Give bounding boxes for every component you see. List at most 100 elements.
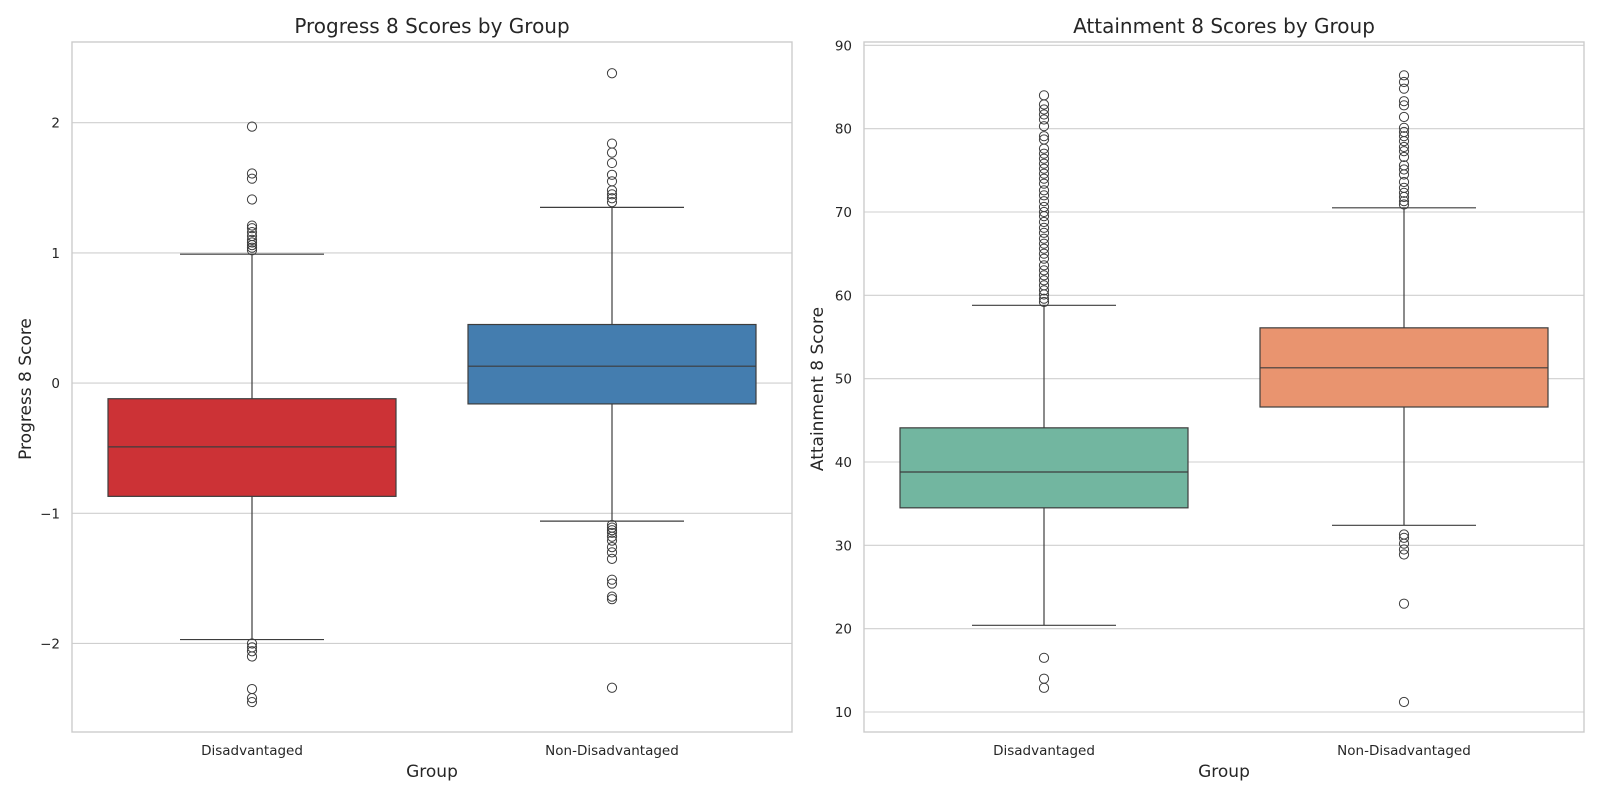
- outlier-point: [246, 693, 258, 704]
- attainment8-chart: Attainment 8 Scores by Group Group Attai…: [808, 14, 1585, 782]
- outlier-point: [1038, 222, 1050, 233]
- outlier-point: [246, 239, 258, 251]
- outlier-point: [1398, 176, 1410, 188]
- outlier-point: [606, 574, 618, 585]
- outlier-point: [1398, 199, 1410, 210]
- y-tick-label: 10: [835, 705, 852, 721]
- outlier-point: [606, 189, 618, 200]
- outlier-point: [1038, 131, 1050, 142]
- x-tick-label: Disadvantaged: [201, 743, 303, 759]
- outlier-point: [1038, 296, 1050, 308]
- y-tick-label: 30: [835, 538, 852, 554]
- outlier-point: [1038, 227, 1050, 238]
- x-axis-label: Group: [406, 762, 458, 782]
- outlier-point: [1398, 100, 1410, 111]
- outlier-point: [246, 242, 258, 253]
- outlier-point: [1038, 253, 1050, 264]
- outlier-point: [1038, 270, 1050, 281]
- outlier-point: [606, 176, 618, 187]
- outlier-point: [1038, 143, 1050, 154]
- outlier-point: [606, 185, 618, 196]
- x-tick-label: Non-Disadvantaged: [1337, 743, 1471, 759]
- outlier-point: [1038, 265, 1050, 276]
- outlier-point: [606, 193, 618, 204]
- y-tick-label: −2: [40, 636, 60, 652]
- outlier-point: [1398, 141, 1410, 153]
- outlier-point: [246, 651, 258, 662]
- outlier-point: [1038, 211, 1050, 222]
- outlier-point: [1038, 114, 1050, 125]
- outlier-point: [606, 525, 618, 536]
- outlier-point: [1398, 146, 1410, 157]
- outlier-point: [246, 220, 258, 231]
- y-tick-label: −1: [40, 506, 60, 522]
- box-disadvantaged: [107, 121, 397, 708]
- iqr-box: [467, 323, 757, 405]
- y-tick-label: 80: [835, 122, 852, 138]
- outlier-point: [606, 531, 618, 542]
- progress8-chart: Progress 8 Scores by Group Group Progres…: [16, 14, 793, 782]
- outlier-point: [1398, 83, 1410, 94]
- outlier-point: [1038, 109, 1050, 120]
- outlier-point: [246, 237, 258, 248]
- outlier-point: [246, 194, 258, 205]
- outlier-point: [1038, 216, 1050, 228]
- outlier-point: [1038, 275, 1050, 286]
- chart-title: Attainment 8 Scores by Group: [1073, 14, 1375, 38]
- outlier-point: [1398, 538, 1410, 549]
- outlier-point: [1038, 158, 1050, 169]
- x-tick-label: Disadvantaged: [993, 743, 1095, 759]
- y-tick-label: 50: [835, 372, 852, 388]
- outlier-point: [606, 547, 618, 558]
- outlier-point: [1398, 111, 1410, 123]
- outlier-point: [606, 138, 618, 149]
- outlier-point: [1398, 136, 1410, 147]
- outlier-point: [1398, 131, 1410, 142]
- outlier-point: [246, 646, 258, 657]
- outlier-point: [1038, 293, 1050, 304]
- outlier-point: [246, 245, 258, 256]
- outlier-point: [1398, 544, 1410, 555]
- outlier-point: [606, 553, 618, 564]
- outlier-point: [246, 226, 258, 238]
- y-tick-label: 20: [835, 622, 852, 638]
- outlier-point: [606, 591, 618, 602]
- iqr-box: [899, 427, 1189, 509]
- outlier-point: [606, 157, 618, 169]
- outlier-point: [1398, 196, 1410, 207]
- outlier-point: [1398, 164, 1410, 175]
- plot-frame: [71, 41, 793, 733]
- outlier-point: [246, 173, 258, 184]
- outlier-point: [1398, 549, 1410, 560]
- outlier-point: [1038, 173, 1050, 184]
- outlier-point: [246, 234, 258, 245]
- outlier-point: [1398, 187, 1410, 198]
- outlier-point: [1038, 238, 1050, 249]
- outlier-point: [1038, 233, 1050, 244]
- outlier-point: [1398, 532, 1410, 543]
- outlier-point: [1038, 104, 1050, 115]
- outlier-point: [1038, 652, 1050, 663]
- outlier-point: [1038, 90, 1050, 101]
- outlier-point: [246, 696, 258, 708]
- y-tick-label: 1: [51, 246, 60, 262]
- box-non-disadvantaged: [467, 68, 757, 693]
- y-axis-label: Progress 8 Score: [16, 318, 36, 460]
- plot-frame: [863, 41, 1585, 733]
- outlier-point: [1038, 682, 1050, 693]
- y-tick-label: 90: [835, 38, 852, 54]
- y-tick-label: 60: [835, 288, 852, 304]
- y-tick-label: 70: [835, 205, 852, 221]
- outlier-point: [606, 169, 618, 180]
- x-axis-label: Group: [1198, 762, 1250, 782]
- outlier-point: [1038, 121, 1050, 132]
- outlier-point: [1398, 122, 1410, 133]
- outlier-point: [1038, 163, 1050, 174]
- outlier-point: [246, 683, 258, 695]
- outlier-point: [246, 638, 258, 649]
- outlier-point: [1038, 190, 1050, 201]
- outlier-point: [606, 519, 618, 531]
- outlier-point: [1398, 96, 1410, 107]
